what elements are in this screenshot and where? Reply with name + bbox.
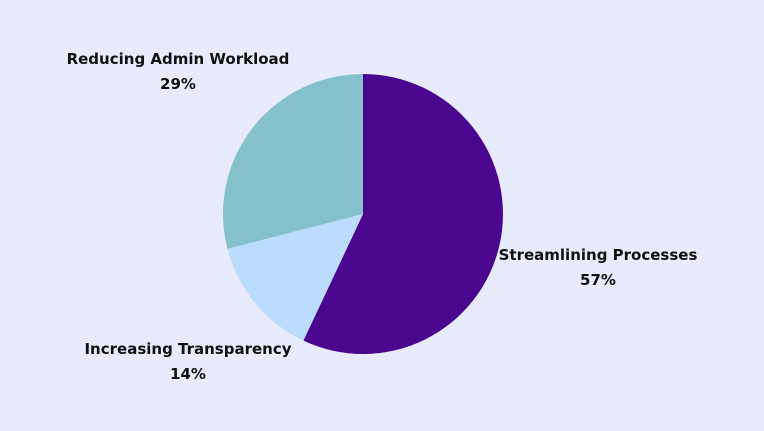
slice-reducing-admin-workload bbox=[223, 74, 363, 249]
label-reducing-admin-workload-name: Reducing Admin Workload bbox=[66, 50, 290, 68]
label-increasing-transparency: Increasing Transparency 14% bbox=[84, 337, 291, 387]
label-reducing-admin-workload: Reducing Admin Workload 29% bbox=[67, 47, 290, 97]
label-increasing-transparency-percent: 14% bbox=[170, 365, 206, 383]
slice-streamlining-processes bbox=[303, 74, 503, 354]
label-increasing-transparency-name: Increasing Transparency bbox=[84, 340, 292, 358]
label-reducing-admin-workload-percent: 29% bbox=[160, 75, 196, 93]
slice-increasing-transparency bbox=[227, 214, 363, 341]
label-streamlining-processes-percent: 57% bbox=[580, 271, 616, 289]
label-streamlining-processes-name: Streamlining Processes bbox=[498, 246, 698, 264]
label-streamlining-processes: Streamlining Processes 57% bbox=[499, 243, 698, 293]
